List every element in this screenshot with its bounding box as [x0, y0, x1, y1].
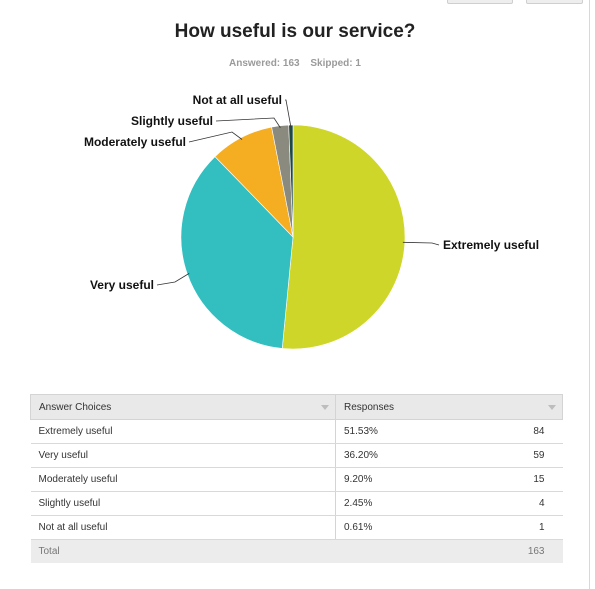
- choice-cell: Not at all useful: [30, 515, 336, 540]
- percent-cell: 51.53%: [335, 419, 459, 444]
- choice-cell: Very useful: [30, 443, 336, 468]
- toolbar-tab[interactable]: [526, 0, 583, 4]
- question-title: How useful is our service?: [174, 21, 416, 42]
- slice-label: Moderately useful: [84, 135, 186, 149]
- leader-line: [285, 99, 292, 128]
- slice-label: Extremely useful: [443, 238, 539, 252]
- responses-table: Answer Choices Responses Extremely usefu…: [30, 394, 563, 563]
- responses-header-label: Responses: [344, 401, 395, 413]
- leader-line: [188, 131, 243, 143]
- pie-chart: Extremely useful Very useful Moderately us…: [84, 93, 539, 350]
- total-spacer: [335, 539, 459, 563]
- leader-line: [156, 273, 190, 286]
- sort-caret-icon: [321, 405, 329, 410]
- answer-choices-header[interactable]: Answer Choices: [30, 394, 336, 420]
- percent-cell: 36.20%: [335, 443, 459, 468]
- count-cell: 59: [458, 443, 563, 468]
- choice-cell: Moderately useful: [30, 467, 336, 492]
- percent-cell: 9.20%: [335, 467, 459, 492]
- answer-choices-header-label: Answer Choices: [39, 401, 112, 413]
- leader-line: [215, 117, 281, 128]
- slice-label: Slightly useful: [131, 114, 213, 128]
- table-row: Very useful 36.20% 59: [30, 443, 563, 468]
- skipped-count: Skipped: 1: [310, 58, 361, 69]
- table-row: Extremely useful 51.53% 84: [30, 419, 563, 444]
- slice-label: Very useful: [90, 278, 154, 292]
- responses-header[interactable]: Responses: [335, 394, 563, 420]
- leader-line: [402, 241, 440, 246]
- total-count: 163: [458, 539, 563, 563]
- count-cell: 84: [458, 419, 563, 444]
- count-cell: 1: [458, 515, 563, 540]
- total-label: Total: [30, 539, 336, 563]
- percent-cell: 2.45%: [335, 491, 459, 516]
- table-row: Not at all useful 0.61% 1: [30, 515, 563, 540]
- pie-slice-extremely-useful[interactable]: [281, 124, 406, 350]
- sort-caret-icon: [548, 405, 556, 410]
- slice-label: Not at all useful: [193, 93, 282, 107]
- table-row: Slightly useful 2.45% 4: [30, 491, 563, 516]
- total-row: Total 163: [30, 539, 563, 563]
- response-stats: Answered: 163 Skipped: 1: [0, 58, 590, 69]
- count-cell: 15: [458, 467, 563, 492]
- answered-count: Answered: 163: [229, 58, 300, 69]
- choice-cell: Extremely useful: [30, 419, 336, 444]
- choice-cell: Slightly useful: [30, 491, 336, 516]
- percent-cell: 0.61%: [335, 515, 459, 540]
- count-cell: 4: [458, 491, 563, 516]
- table-row: Moderately useful 9.20% 15: [30, 467, 563, 492]
- toolbar-tab[interactable]: [447, 0, 513, 4]
